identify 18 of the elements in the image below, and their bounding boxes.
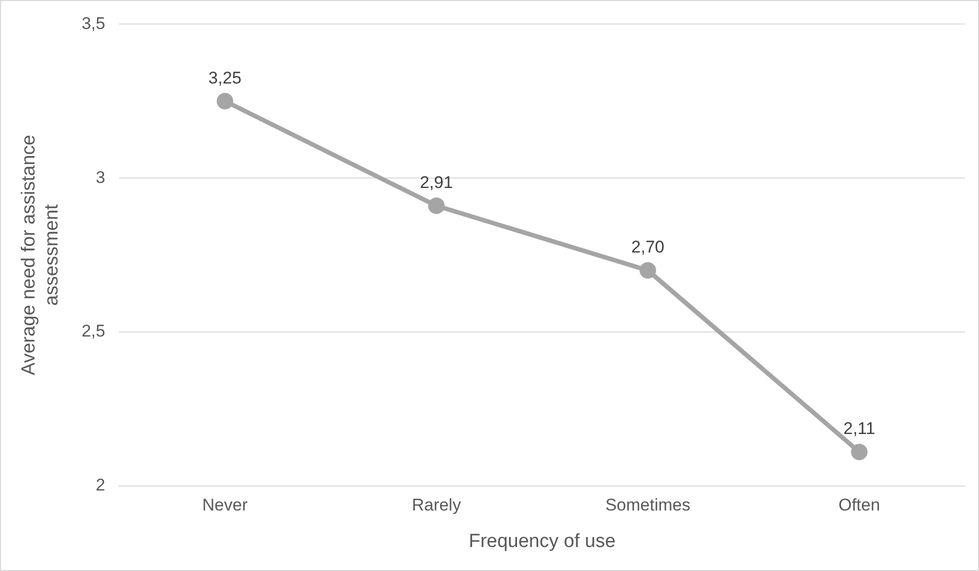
data-label: 2,91 [420, 172, 453, 192]
point [428, 198, 445, 214]
point [216, 92, 234, 110]
x-axis-title: Frequency of use [468, 530, 616, 552]
x-tick-label: Sometimes [605, 496, 690, 515]
data-label: 2,11 [843, 419, 876, 438]
x-tick-label: Rarely [412, 496, 462, 515]
point [851, 444, 868, 460]
y-tick-label: 2 [96, 475, 106, 494]
x-tick-label: Often [838, 496, 880, 515]
point [640, 262, 656, 279]
x-tick-label: Never [202, 496, 248, 515]
y-tick-label: 3 [96, 168, 106, 187]
y-axis-title: Average need for assistance assessment [18, 134, 62, 376]
data-label: 3,25 [208, 68, 242, 88]
data-label: 2,70 [631, 238, 664, 257]
y-tick-label: 3,5 [82, 14, 106, 33]
y-tick-label: 2,5 [82, 322, 106, 341]
